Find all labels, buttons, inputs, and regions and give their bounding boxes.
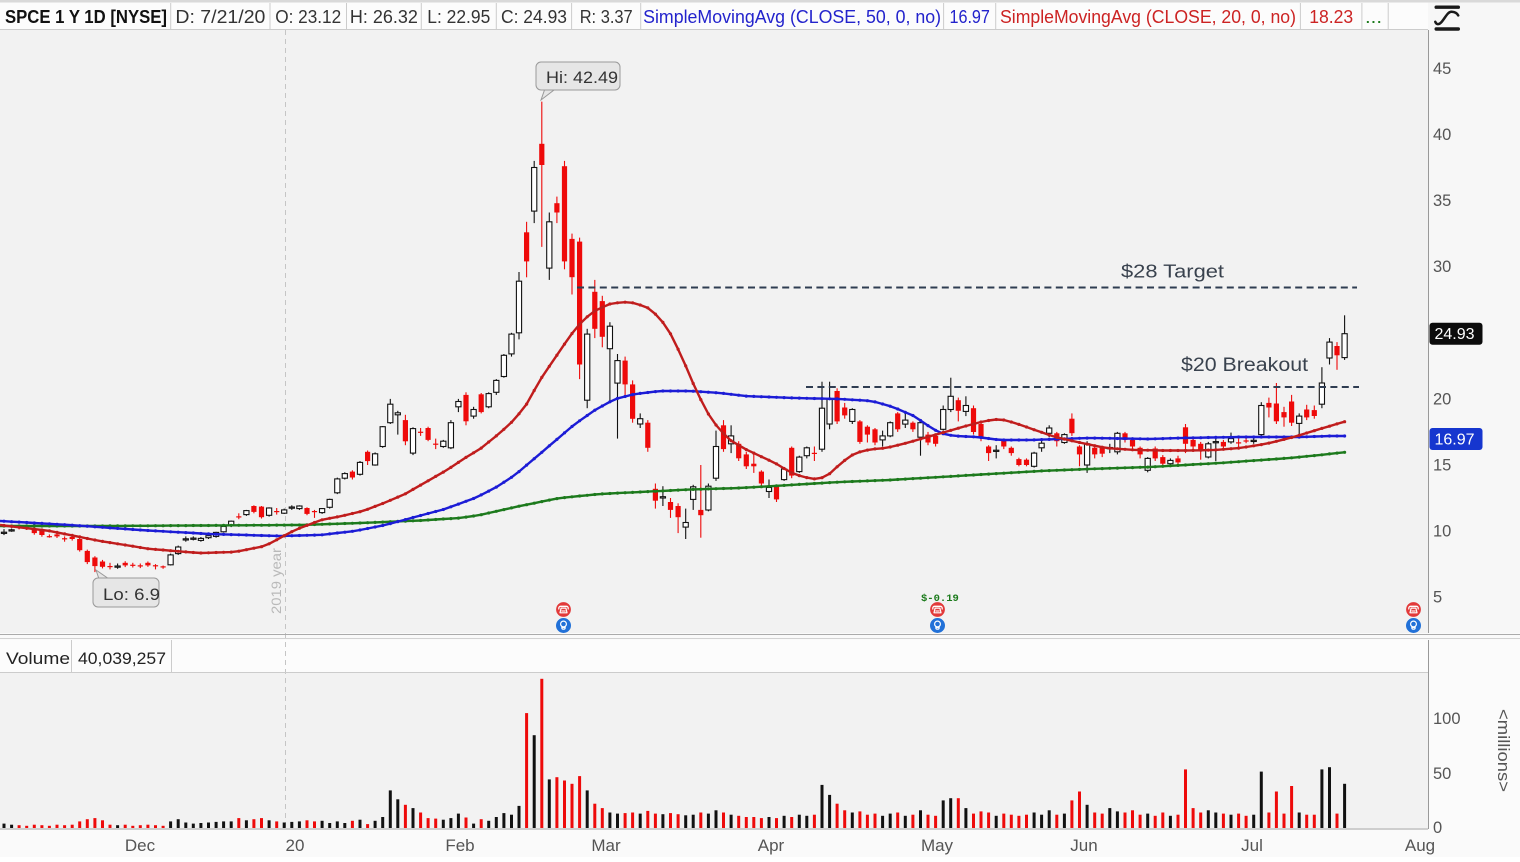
svg-text:$28 Target: $28 Target [1121,262,1224,282]
svg-text:Lo: 6.9: Lo: 6.9 [103,585,160,604]
svg-text:20: 20 [286,836,305,855]
svg-text:24.93: 24.93 [1435,326,1475,343]
svg-text:...: ... [1365,7,1382,27]
svg-text:Apr: Apr [758,836,785,855]
svg-text:SPCE 1 Y 1D [NYSE]: SPCE 1 Y 1D [NYSE] [5,7,167,27]
svg-text:<millions>: <millions> [1494,709,1513,792]
svg-text:35: 35 [1433,192,1451,210]
svg-text:16.97: 16.97 [1435,432,1475,449]
svg-text:Volume: Volume [6,649,70,668]
svg-text:$-0.19: $-0.19 [921,593,959,605]
svg-text:10: 10 [1433,523,1451,541]
svg-text:Dec: Dec [125,836,156,855]
svg-text:Mar: Mar [591,836,621,855]
svg-text:SimpleMovingAvg (CLOSE, 20, 0,: SimpleMovingAvg (CLOSE, 20, 0, no) [1000,7,1296,27]
svg-text:5: 5 [1433,589,1442,607]
svg-text:$20 Breakout: $20 Breakout [1181,355,1309,376]
svg-text:C: 24.93: C: 24.93 [501,7,567,27]
svg-text:50: 50 [1433,765,1451,783]
svg-text:Feb: Feb [445,836,474,855]
svg-text:45: 45 [1433,60,1451,78]
svg-text:O: 23.12: O: 23.12 [275,7,341,27]
svg-text:May: May [921,836,954,855]
svg-text:Jun: Jun [1070,836,1097,855]
svg-text:R: 3.37: R: 3.37 [580,7,633,27]
svg-text:20: 20 [1433,390,1451,408]
svg-text:Hi: 42.49: Hi: 42.49 [546,68,618,87]
svg-text:L: 22.95: L: 22.95 [427,7,490,27]
svg-text:100: 100 [1433,710,1461,728]
svg-text:40,039,257: 40,039,257 [78,649,166,668]
svg-text:0: 0 [1433,819,1442,837]
svg-text:D: 7/21/20: D: 7/21/20 [175,7,265,27]
svg-text:H: 26.32: H: 26.32 [350,7,418,27]
svg-text:Jul: Jul [1241,836,1263,855]
svg-text:Aug: Aug [1405,836,1435,855]
svg-text:SimpleMovingAvg (CLOSE, 50, 0,: SimpleMovingAvg (CLOSE, 50, 0, no) [643,7,941,27]
svg-text:16.97: 16.97 [949,7,990,27]
svg-text:2019 year: 2019 year [268,548,284,614]
svg-text:30: 30 [1433,258,1451,276]
svg-text:40: 40 [1433,126,1451,144]
svg-text:18.23: 18.23 [1309,7,1353,27]
svg-text:15: 15 [1433,457,1451,475]
